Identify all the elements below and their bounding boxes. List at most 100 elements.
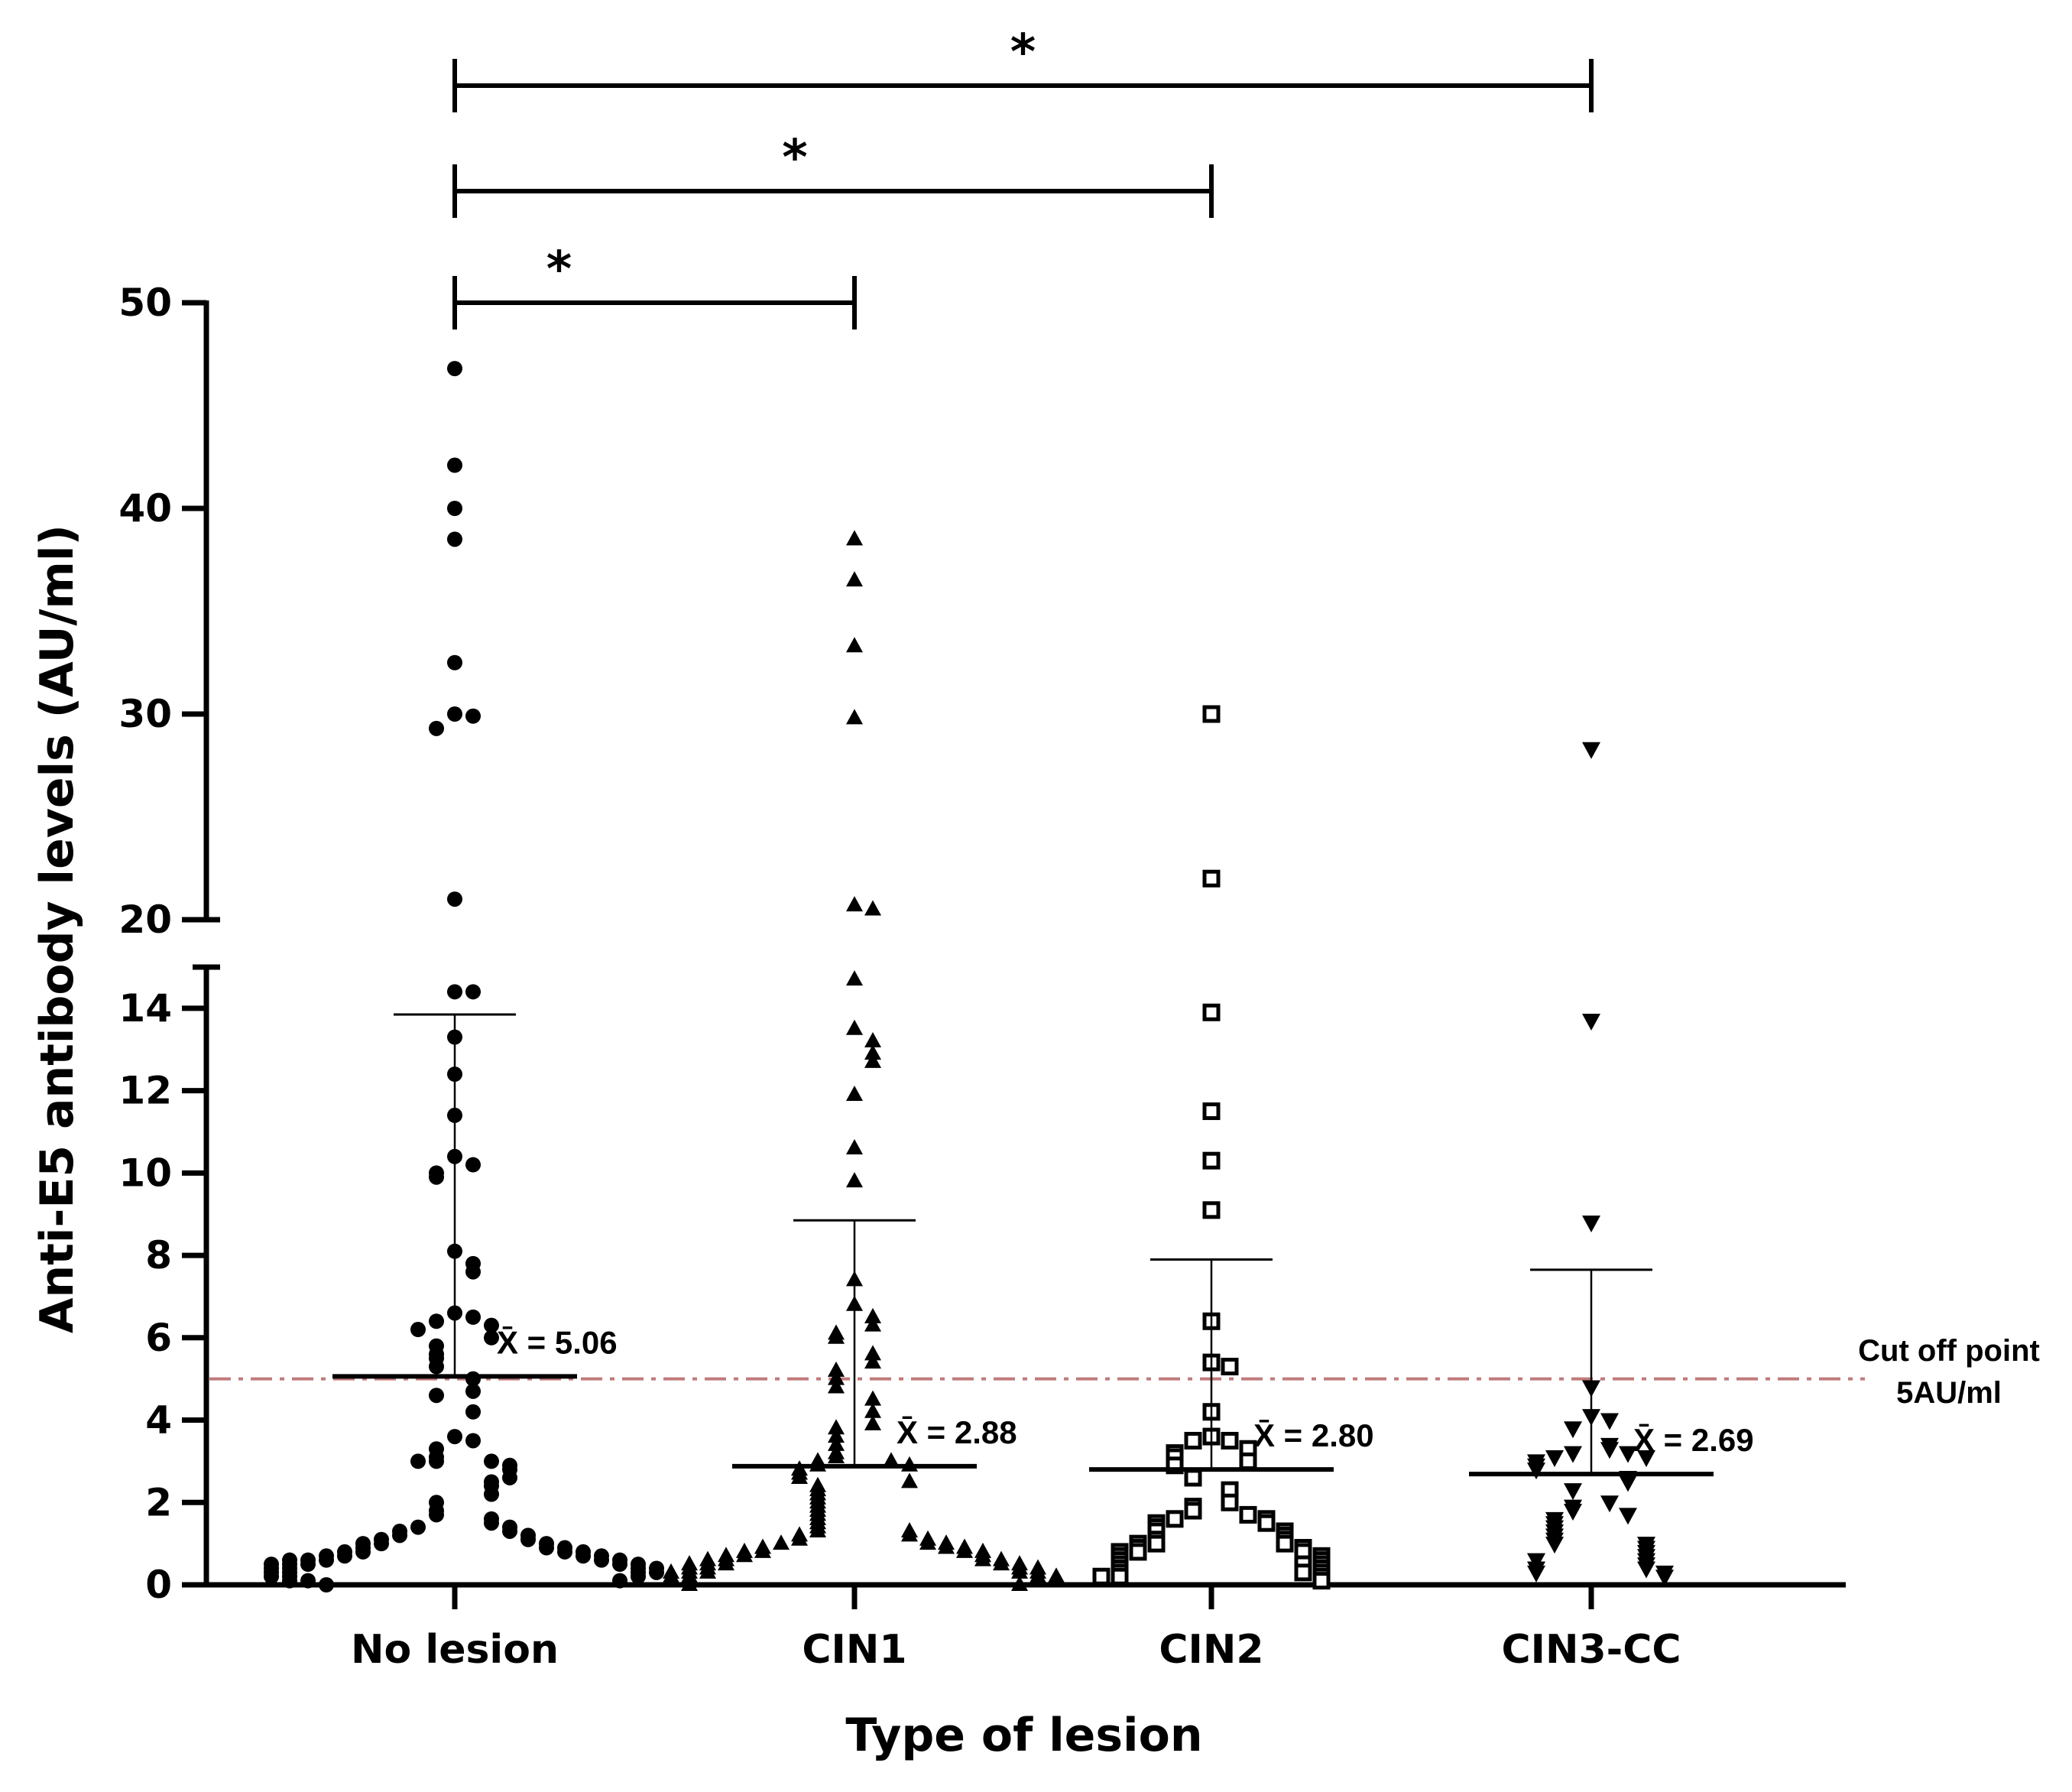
data-point-no-lesion [410, 1519, 426, 1535]
y-tick-label: 2 [145, 1480, 172, 1524]
data-point-no-lesion [502, 1469, 517, 1485]
data-point-no-lesion [557, 1544, 572, 1560]
data-point-cin3-cc [1545, 1450, 1564, 1468]
data-point-cin1 [699, 1563, 716, 1579]
data-point-cin1 [828, 1448, 845, 1464]
y-tick-label: 0 [145, 1563, 172, 1607]
x-tick-label-no-lesion: No lesion [351, 1627, 559, 1673]
data-point-cin2 [1202, 1102, 1221, 1121]
data-point-cin1 [901, 1456, 918, 1472]
data-point-cin3-cc [1619, 1446, 1637, 1463]
y-tick-label: 40 [118, 486, 172, 531]
data-point-no-lesion [465, 984, 481, 1000]
data-point-cin1 [828, 1378, 845, 1394]
mean-label-no-lesion: X̄ = 5.06 [497, 1324, 618, 1360]
data-point-no-lesion [337, 1548, 352, 1564]
data-point-no-lesion [447, 361, 462, 377]
data-point-cin1 [828, 1435, 845, 1451]
data-point-cin2 [1166, 1510, 1184, 1528]
data-point-no-lesion [447, 1429, 462, 1445]
data-point-cin3-cc [1545, 1537, 1564, 1554]
data-point-cin2 [1239, 1452, 1257, 1470]
data-point-no-lesion [410, 1322, 426, 1338]
y-tick-label: 10 [118, 1151, 172, 1195]
data-point-no-lesion [484, 1515, 499, 1531]
data-point-no-lesion [612, 1573, 627, 1589]
data-point-no-lesion [447, 891, 462, 907]
data-point-cin2 [1184, 1431, 1202, 1450]
data-point-cin3-cc [1564, 1483, 1582, 1501]
data-point-no-lesion [429, 1359, 444, 1375]
data-point-no-lesion [465, 708, 481, 724]
data-point-no-lesion [594, 1552, 609, 1568]
data-point-cin2 [1221, 1431, 1239, 1450]
data-point-cin1 [883, 1452, 900, 1468]
data-point-cin1 [1011, 1576, 1028, 1591]
data-point-cin3-cc [1637, 1450, 1655, 1468]
data-point-cin2 [1257, 1514, 1276, 1532]
data-point-cin1 [864, 1414, 881, 1430]
axes: 0 2 4 6 8 10 12 14 20 30 40 50 No lesion CIN1 CIN2 CIN3… [118, 281, 1846, 1673]
data-point-cin2 [1129, 1543, 1147, 1561]
data-point-no-lesion [465, 1404, 481, 1420]
data-point-no-lesion [649, 1564, 664, 1580]
data-point-cin2 [1092, 1567, 1111, 1586]
data-point-no-lesion [631, 1569, 646, 1585]
data-point-cin1 [864, 1052, 881, 1068]
data-point-cin1 [846, 637, 863, 653]
data-point-cin1 [1048, 1571, 1065, 1587]
data-point-no-lesion [319, 1552, 334, 1568]
data-point-cin1 [864, 900, 881, 916]
data-point-no-lesion [429, 1169, 444, 1185]
data-point-cin1 [864, 1353, 881, 1369]
data-point-cin1 [864, 1390, 881, 1406]
data-point-no-lesion [429, 1313, 444, 1329]
significance-brackets: * * * [452, 24, 1594, 330]
data-point-cin1 [791, 1468, 808, 1484]
data-point-no-lesion [576, 1548, 591, 1564]
y-tick-label: 6 [145, 1316, 172, 1360]
data-point-cin2 [1202, 1003, 1221, 1021]
data-point-cin1 [974, 1550, 991, 1566]
data-point-cin1 [846, 1019, 863, 1035]
data-point-cin1 [828, 1419, 845, 1435]
data-point-no-lesion [392, 1527, 407, 1544]
data-point-cin1 [791, 1530, 808, 1546]
data-point-cin1 [864, 1307, 881, 1323]
data-point-cin1 [864, 1402, 881, 1418]
data-point-no-lesion [319, 1577, 334, 1592]
cutoff-group: Cut off point 5AU/ml [209, 1334, 2040, 1410]
data-point-cin1 [901, 1526, 918, 1542]
data-point-cin3-cc [1582, 742, 1600, 759]
data-point-cin1 [773, 1534, 790, 1550]
data-point-no-lesion [465, 1383, 481, 1399]
data-point-cin1 [846, 1139, 863, 1155]
data-point-cin1 [754, 1542, 771, 1558]
data-point-no-lesion [539, 1540, 554, 1556]
data-point-no-lesion [484, 1317, 499, 1333]
data-point-no-lesion [484, 1329, 499, 1346]
data-point-cin1 [864, 1316, 881, 1332]
data-point-no-lesion [447, 984, 462, 1000]
data-point-cin1 [846, 1085, 863, 1101]
data-points [264, 361, 1674, 1592]
sig-star-label: * [1010, 24, 1036, 81]
data-point-cin3-cc [1564, 1504, 1582, 1521]
data-point-cin2 [1221, 1358, 1239, 1376]
data-point-no-lesion [429, 1453, 444, 1469]
data-point-no-lesion [429, 720, 444, 736]
data-point-no-lesion [429, 1507, 444, 1523]
data-point-no-lesion [410, 1453, 426, 1469]
sig-star-label: * [782, 130, 807, 187]
y-tick-label: 30 [118, 692, 172, 736]
data-point-cin3-cc [1637, 1561, 1655, 1579]
data-point-cin1 [846, 709, 863, 725]
data-point-cin2 [1312, 1572, 1331, 1590]
data-point-cin1 [681, 1576, 698, 1591]
data-point-cin1 [864, 1044, 881, 1060]
data-point-no-lesion [447, 654, 462, 670]
data-point-cin3-cc [1582, 1215, 1600, 1232]
data-point-no-lesion [282, 1573, 297, 1589]
data-point-cin3-cc [1600, 1413, 1619, 1430]
